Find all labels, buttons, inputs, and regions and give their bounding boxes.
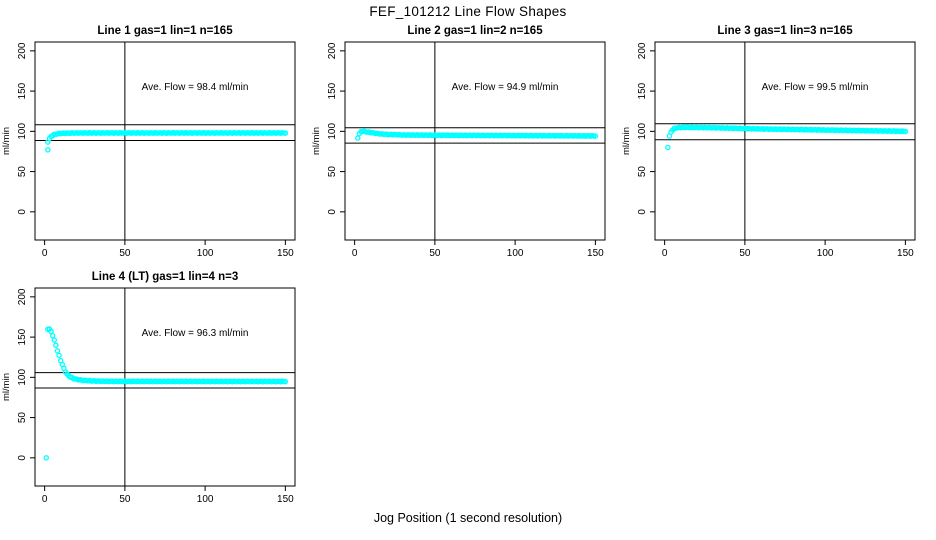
y-tick-label: 150 <box>327 82 338 99</box>
y-tick-label: 50 <box>327 166 338 178</box>
y-tick-label: 100 <box>17 369 28 386</box>
plot-box <box>34 287 296 487</box>
data-point <box>282 378 289 385</box>
y-tick-label: 150 <box>637 82 648 99</box>
panel-title: Line 4 (LT) gas=1 lin=4 n=3 <box>92 271 238 283</box>
plot-canvas-line-1: Line 1 gas=1 lin=1 n=165 0 50 100 150 0 50 100 1… <box>1 25 296 259</box>
x-tick-label: 100 <box>507 248 524 259</box>
data-point <box>53 342 59 349</box>
y-tick-label: 100 <box>637 123 648 140</box>
data-point <box>49 332 56 339</box>
subplot-line-1: Line 1 gas=1 lin=1 n=165 0 50 100 150 0 50 100 1… <box>0 20 312 270</box>
x-tick-label: 150 <box>587 248 604 259</box>
panel-title: Line 1 gas=1 lin=1 n=165 <box>97 25 233 37</box>
ave-flow-annotation: Ave. Flow = 99.5 ml/min <box>762 82 869 93</box>
y-axis-label: ml/min <box>311 127 322 155</box>
data-point <box>902 128 909 135</box>
y-tick-label: 200 <box>17 288 28 305</box>
x-tick-label: 100 <box>197 248 214 259</box>
y-tick-label: 0 <box>637 209 648 215</box>
data-point <box>56 352 62 359</box>
data-points <box>45 129 289 153</box>
x-tick-label: 0 <box>42 494 48 505</box>
subplot-line-2: Line 2 gas=1 lin=2 n=165 0 50 100 150 0 50 100 1… <box>310 20 622 270</box>
data-point <box>282 130 289 136</box>
y-tick-label: 100 <box>327 123 338 140</box>
ave-flow-annotation: Ave. Flow = 94.9 ml/min <box>452 82 559 93</box>
y-tick-label: 100 <box>17 123 28 140</box>
outlier-point <box>665 144 671 151</box>
x-tick-label: 50 <box>119 248 131 259</box>
outlier-point <box>45 147 51 153</box>
data-point <box>54 348 61 354</box>
y-tick-label: 200 <box>637 42 648 59</box>
data-point <box>48 328 54 335</box>
y-axis-label: ml/min <box>1 373 12 401</box>
y-tick-label: 0 <box>327 209 338 215</box>
y-axis-label: ml/min <box>1 127 12 155</box>
y-tick-label: 50 <box>17 166 28 178</box>
x-tick-label: 50 <box>739 248 751 259</box>
page-title: FEF_101212 Line Flow Shapes <box>369 4 567 19</box>
plot-box <box>654 41 916 241</box>
y-tick-label: 200 <box>327 42 338 59</box>
subplot-line-4: Line 4 (LT) gas=1 lin=4 n=3 0 50 100 150 0 50 1… <box>0 266 312 516</box>
x-tick-label: 50 <box>119 494 131 505</box>
x-tick-label: 50 <box>429 248 441 259</box>
y-tick-label: 50 <box>17 412 28 424</box>
plot-box <box>344 41 606 241</box>
outlier-point <box>43 455 49 461</box>
subplot-line-3: Line 3 gas=1 lin=3 n=165 0 50 100 150 0 50 100 1… <box>620 20 932 270</box>
y-tick-label: 0 <box>17 209 28 215</box>
plot-canvas-line-2: Line 2 gas=1 lin=2 n=165 0 50 100 150 0 50 100 1… <box>311 25 606 259</box>
x-axis-label: Jog Position (1 second resolution) <box>373 511 563 525</box>
plot-canvas-line-3: Line 3 gas=1 lin=3 n=165 0 50 100 150 0 50 100 1… <box>621 25 916 259</box>
y-axis-label: ml/min <box>621 127 632 155</box>
y-tick-label: 200 <box>17 42 28 59</box>
panel-title: Line 3 gas=1 lin=3 n=165 <box>717 25 853 37</box>
x-tick-label: 150 <box>277 494 294 505</box>
x-tick-label: 0 <box>352 248 358 259</box>
data-points <box>665 124 909 151</box>
data-point <box>592 133 599 139</box>
panel-title: Line 2 gas=1 lin=2 n=165 <box>407 25 543 37</box>
x-tick-label: 100 <box>197 494 214 505</box>
data-point <box>51 337 58 343</box>
data-points <box>355 128 599 141</box>
ave-flow-annotation: Ave. Flow = 96.3 ml/min <box>142 328 249 339</box>
y-tick-label: 150 <box>17 82 28 99</box>
x-tick-label: 100 <box>817 248 834 259</box>
plot-canvas-line-4: Line 4 (LT) gas=1 lin=4 n=3 0 50 100 150 0 50 1… <box>1 271 296 505</box>
data-points <box>43 326 289 461</box>
y-tick-label: 0 <box>17 455 28 461</box>
y-tick-label: 150 <box>17 328 28 345</box>
data-point <box>355 135 361 141</box>
x-tick-label: 0 <box>662 248 668 259</box>
ave-flow-annotation: Ave. Flow = 98.4 ml/min <box>142 82 249 93</box>
x-tick-label: 0 <box>42 248 48 259</box>
y-tick-label: 50 <box>637 166 648 178</box>
x-tick-label: 150 <box>897 248 914 259</box>
x-tick-label: 150 <box>277 248 294 259</box>
